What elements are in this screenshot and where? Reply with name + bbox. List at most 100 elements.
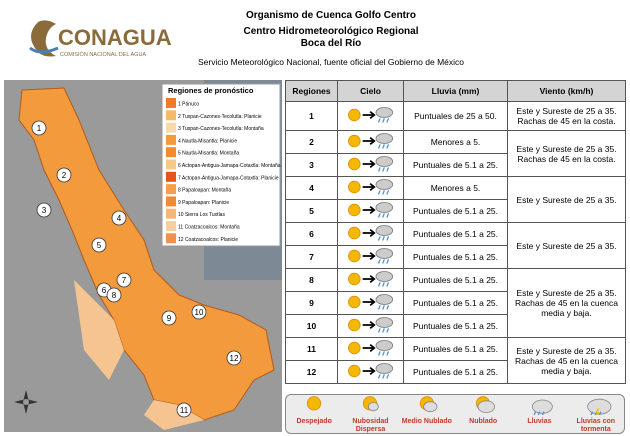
weather-icon [347, 156, 393, 172]
state-shape [18, 87, 275, 421]
column-header: Regiones [285, 80, 338, 102]
rain-icon [377, 282, 389, 287]
weather-icon [347, 179, 393, 195]
map: Regiones de pronóstico 1 Pánuco 2 Tuxpan-… [4, 80, 282, 432]
region-marker [226, 350, 242, 366]
map-legend: Regiones de pronóstico 1 Pánuco 2 Tuxpan-… [161, 83, 281, 247]
rain-icon [377, 259, 389, 264]
rain-cell: Puntuales de 5.1 a 25. [403, 314, 508, 338]
arrow-icon [362, 137, 376, 145]
sky-cell [337, 337, 404, 361]
map-legend-box [161, 83, 281, 247]
subtitle: Centro Hidrometeorológico Regional [243, 26, 418, 37]
column-header: Cielo [337, 80, 404, 102]
rain-icon [377, 190, 389, 195]
forecast-table: Regiones Cielo Lluvia (mm) Viento (km/h) 1 P… [285, 80, 626, 384]
sky-cell [337, 314, 404, 338]
region-number: 10 [195, 308, 204, 317]
sun-icon [347, 249, 361, 263]
legend-item: Lluvias [511, 395, 567, 433]
arrow-icon [362, 206, 376, 214]
rain-icon [377, 167, 389, 172]
sky-legend: Despejado Nubosidad Dispersa Medio Nublado… [285, 394, 625, 434]
legend-label: 2 Tuxpan-Cazones-Tecolutla: Planicie [178, 114, 262, 120]
legend-label: Lluvias [527, 418, 552, 425]
region-number: 11 [180, 406, 189, 415]
column-header: Lluvia (mm) [403, 80, 508, 102]
column-header: Viento (km/h) [507, 80, 626, 102]
legend-item: Nublado [455, 395, 511, 433]
cloud-icon [375, 248, 393, 259]
cloud-icon [375, 179, 393, 190]
rain-cell: Puntuales de 5.1 a 25. [403, 199, 508, 223]
logo-subtext: COMISIÓN NACIONAL DEL AGUA [60, 51, 146, 58]
arrow-icon [362, 111, 376, 119]
region-cell: 9 [285, 291, 338, 315]
legend-swatch [166, 233, 176, 244]
sun-icon [347, 318, 361, 332]
table-row: 12 Puntuales de 5.1 a 25. [285, 360, 626, 384]
weather-icon [476, 396, 496, 413]
rain-icon [377, 236, 389, 241]
region-number: 12 [230, 354, 239, 363]
wind-cell: Este y Sureste de 25 a 35. [507, 222, 626, 269]
sky-cell [337, 176, 404, 200]
arrow-icon [362, 252, 376, 260]
region-cell: 11 [285, 337, 338, 361]
legend-swatch [166, 221, 176, 231]
cloud-icon [375, 317, 393, 328]
table-row: 7 Puntuales de 5.1 a 25. [285, 245, 626, 269]
table-row: 5 Puntuales de 5.1 a 25. [285, 199, 626, 223]
sky-cell [337, 245, 404, 269]
weather-icon [587, 398, 612, 416]
table-row: 8 Puntuales de 5.1 a 25. Este y Sureste de… [285, 268, 626, 338]
sky-cell [337, 291, 404, 315]
cloud-icon [375, 225, 393, 236]
table-row: 4 Menores a 5. Este y Sureste de 25 a 35. [285, 176, 626, 223]
weather-icon [347, 294, 393, 310]
table-row: 6 Puntuales de 5.1 a 25. Este y Sureste de… [285, 222, 626, 269]
region-number: 7 [122, 276, 127, 285]
region-marker [176, 402, 192, 418]
sun-icon [347, 226, 361, 240]
legend-swatch [166, 196, 176, 207]
legend-item: Nubosidad Dispersa [342, 395, 398, 433]
legend-item: Despejado [286, 395, 342, 433]
region-marker [91, 237, 107, 253]
legend-swatch [166, 184, 176, 195]
rain-cell: Puntuales de 5.1 a 25. [403, 153, 508, 177]
sky-cell [337, 153, 404, 177]
rain-cell: Puntuales de 5.1 a 25. [403, 360, 508, 384]
weather-icon [347, 317, 393, 333]
region-marker [56, 167, 72, 183]
cloud-icon [532, 399, 554, 414]
legend-label: 5 Nautla-Misantla: Montaña [178, 151, 239, 157]
region-cell: 6 [285, 222, 338, 246]
rain-cell: Puntuales de 5.1 a 25. [403, 337, 508, 361]
logo-wave [29, 46, 59, 54]
legend-label: 4 Nautla-Misantla: Planicie [178, 138, 237, 144]
region-cell: 8 [285, 268, 338, 292]
weather-icon [363, 396, 380, 412]
cloud-icon [375, 133, 393, 144]
legend-label: Nubosidad Dispersa [352, 418, 389, 433]
rain-cell: Puntuales de 25 a 50. [403, 101, 508, 131]
sky-cell [337, 268, 404, 292]
legend-label: 1 Pánuco [178, 102, 199, 108]
header: CONAGUA COMISIÓN NACIONAL DEL AGUA Organ… [29, 10, 464, 67]
cloud-icon [375, 107, 393, 118]
city: Boca del Río [301, 38, 362, 49]
table-row: 9 Puntuales de 5.1 a 25. [285, 291, 626, 315]
arrow-icon [362, 160, 376, 168]
sky-cell [337, 199, 404, 223]
legend-item: Medio Nublado [399, 395, 455, 433]
region-marker [161, 310, 177, 326]
legend-swatch [166, 171, 176, 182]
region-cell: 2 [285, 130, 338, 154]
arrow-icon [362, 344, 376, 352]
wind-cell: Este y Sureste de 25 a 35. Rachas de 45 … [507, 268, 626, 338]
region-cell: 7 [285, 245, 338, 269]
cloud-icon [375, 340, 393, 351]
sky-cell [337, 360, 404, 384]
cloud-icon [368, 402, 380, 412]
